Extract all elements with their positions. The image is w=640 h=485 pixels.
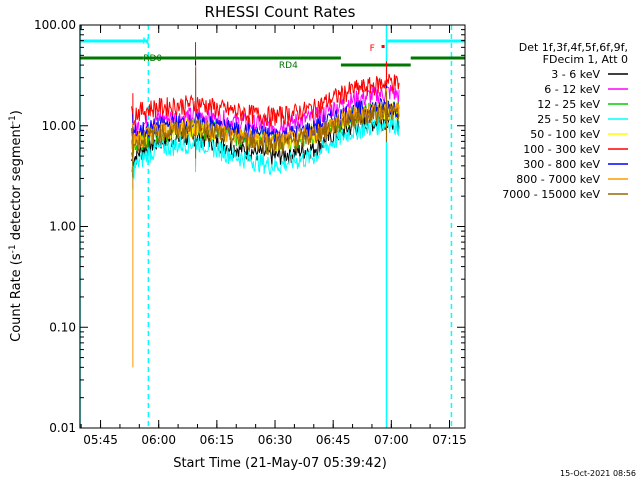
segment-label: N [142,37,149,47]
legend-label: 50 - 100 keV [530,128,600,141]
x-tick-label: 07:00 [374,433,409,447]
legend-label: 3 - 6 keV [551,68,600,81]
legend-label: 7000 - 15000 keV [502,188,600,201]
y-tick-label: 100.00 [34,18,76,32]
legend-label: 300 - 800 keV [523,158,600,171]
legend-label: 25 - 50 keV [537,113,600,126]
segment-label: RD0 [143,54,162,64]
chart-title: RHESSI Count Rates [205,3,356,21]
y-tick-label: 0.10 [49,320,76,334]
legend-label: 800 - 7000 keV [516,173,600,186]
series-line [131,73,400,127]
footer-timestamp: 15-Oct-2021 08:56 [560,469,636,478]
y-axis-label-part: ) [9,110,24,115]
segment-label: RD4 [279,61,298,71]
legend-header: Det 1f,3f,4f,5f,6f,9f, [519,41,628,54]
plot-area-group: N RD0 RD4 F [79,25,465,428]
x-tick-label: 07:15 [432,433,467,447]
y-axis-label-part: -1 [8,244,18,253]
y-axis-label-part: Count Rate (s [9,253,24,342]
x-tick-label: 06:45 [316,433,351,447]
y-tick-label: 1.00 [49,220,76,234]
x-tick-label: 06:15 [200,433,235,447]
y-tick-label: 10.00 [42,119,76,133]
y-axis-label-part: -1 [8,115,18,124]
legend-label: 6 - 12 keV [544,83,600,96]
flare-marker-dot [381,45,385,48]
legend-label: 12 - 25 keV [537,98,600,111]
x-tick-label: 06:00 [141,433,176,447]
legend-label: 100 - 300 keV [523,143,600,156]
flare-marker-label: F [370,44,375,54]
legend-header: FDecim 1, Att 0 [543,53,628,66]
y-axis-label: Count Rate (s-1 detector segment-1) [8,110,24,342]
legend: Det 1f,3f,4f,5f,6f,9f,FDecim 1, Att 0 3 -… [502,41,628,201]
y-axis-label-text: Count Rate (s-1 detector segment-1) [8,110,24,342]
x-tick-label: 05:45 [83,433,118,447]
y-tick-label: 0.01 [49,421,76,435]
x-tick-label: 06:30 [258,433,293,447]
series-line [131,103,400,158]
y-axis-label-part: detector segment [9,124,24,244]
axes-group: 0.01 0.10 1.00 10.00 100.00 05:45 06:00 06:15 06… [34,18,467,447]
x-axis-label: Start Time (21-May-07 05:39:42) [173,456,387,471]
